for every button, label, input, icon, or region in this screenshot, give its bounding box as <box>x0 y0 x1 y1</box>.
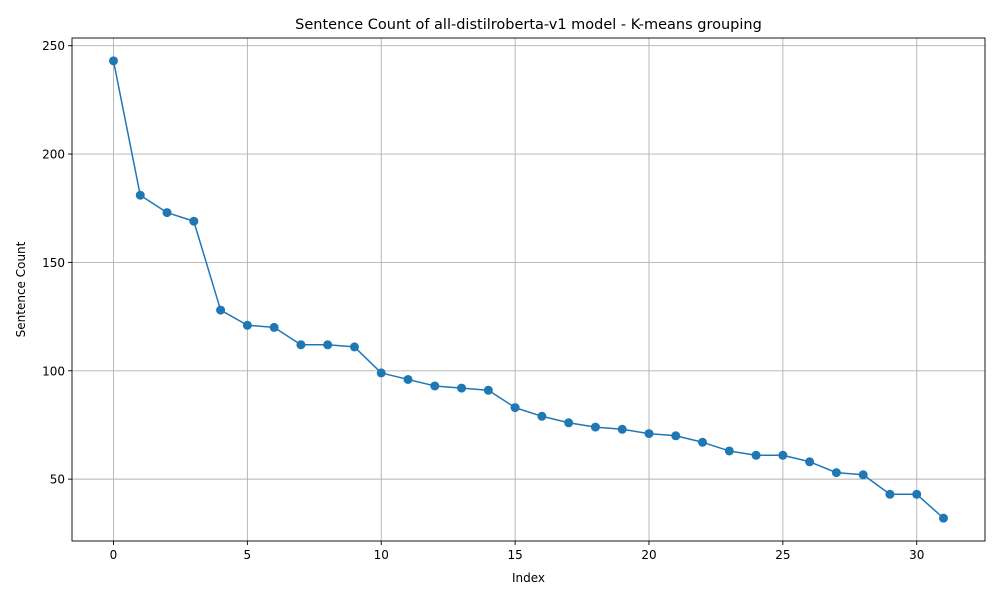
plot-frame <box>71 37 986 542</box>
data-point <box>590 422 600 432</box>
data-point <box>323 340 333 350</box>
data-point <box>858 470 868 480</box>
y-tick-label: 200 <box>42 148 65 162</box>
data-point <box>912 489 922 499</box>
series-line <box>112 60 944 519</box>
x-tick-label: 5 <box>244 548 252 562</box>
y-tick-label: 50 <box>50 473 65 487</box>
data-point <box>617 424 627 434</box>
data-point <box>216 305 226 315</box>
data-point <box>939 513 948 523</box>
chart-title: Sentence Count of all-distilroberta-v1 m… <box>295 17 762 33</box>
data-point <box>671 431 681 441</box>
y-tick-label: 250 <box>42 39 65 53</box>
data-point <box>162 208 172 218</box>
x-tick-label: 30 <box>909 548 924 562</box>
data-point <box>430 381 440 391</box>
data-point <box>483 385 493 395</box>
data-point <box>189 216 199 226</box>
data-point <box>403 374 413 384</box>
data-point <box>269 322 279 332</box>
data-point <box>698 437 708 447</box>
x-tick-label: 15 <box>507 548 522 562</box>
data-point <box>242 320 252 330</box>
x-tick-label: 0 <box>110 548 118 562</box>
data-point <box>537 411 547 421</box>
x-tick-label: 25 <box>775 548 790 562</box>
x-tick-label: 20 <box>641 548 656 562</box>
data-point <box>778 450 788 460</box>
data-point <box>724 446 734 456</box>
x-axis-label: Index <box>512 571 545 585</box>
data-point <box>457 383 467 393</box>
data-point <box>109 56 118 66</box>
data-point <box>349 342 359 352</box>
ticks: 0 5 10 15 20 25 30 50 100 150 200 250 <box>42 39 924 562</box>
data-point <box>376 368 386 378</box>
data-point <box>644 429 654 439</box>
y-tick-label: 100 <box>42 364 65 378</box>
y-axis-label: Sentence Count <box>14 241 28 337</box>
data-point <box>510 403 520 413</box>
data-point <box>135 190 145 200</box>
y-tick-label: 150 <box>42 256 65 270</box>
data-point <box>831 468 841 478</box>
data-point <box>805 457 815 467</box>
series-layer <box>109 56 948 523</box>
data-point <box>564 418 574 428</box>
x-tick-label: 10 <box>374 548 389 562</box>
data-point <box>751 450 761 460</box>
data-point <box>296 340 306 350</box>
data-point <box>885 489 895 499</box>
grid <box>72 38 985 541</box>
